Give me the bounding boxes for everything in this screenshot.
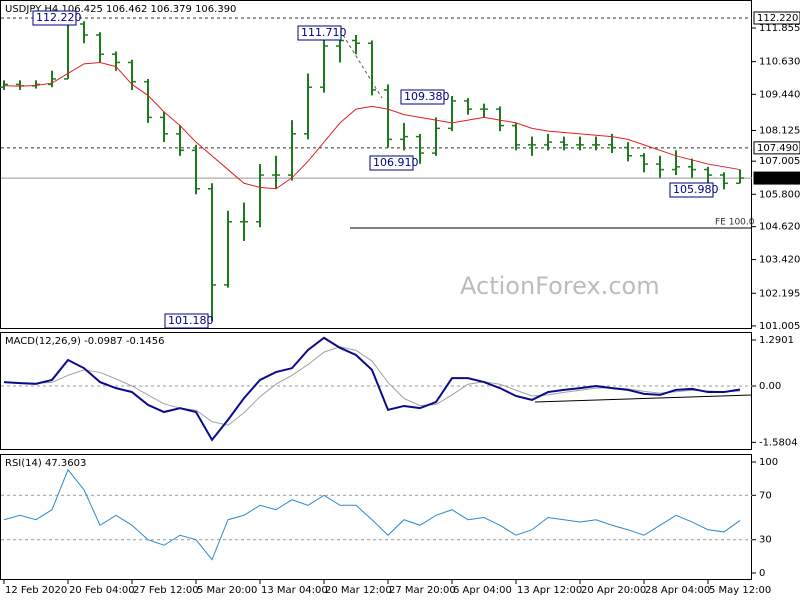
- x-tick-label: 20 Apr 20:00: [581, 585, 646, 596]
- y-tick-label: -1.5804: [759, 437, 798, 448]
- annotation-box: [400, 89, 445, 105]
- x-tick-label: 20 Feb 04:00: [69, 585, 135, 596]
- annotation-box: [369, 155, 414, 171]
- macd-frame: [0, 332, 752, 450]
- annotation: 109.380: [404, 90, 450, 103]
- y-tick-label: 102.195: [759, 288, 800, 299]
- trend-line: [339, 29, 383, 99]
- x-tick-label: 20 Mar 12:00: [325, 585, 392, 596]
- annotation: 105.980: [673, 183, 719, 196]
- y-tick-label: 70: [759, 490, 772, 501]
- rsi-frame: [0, 454, 752, 580]
- x-tick-label: 5 Mar 20:00: [197, 585, 257, 596]
- y-tick-label: 109.440: [759, 89, 800, 100]
- y-tick-label: 0: [759, 568, 765, 579]
- series-line: [3, 336, 741, 442]
- price-frame: [0, 0, 752, 329]
- watermark: ActionForex.com: [460, 272, 660, 300]
- x-tick-label: 12 Feb 2020: [5, 585, 67, 596]
- panel-title: MACD(12,26,9) -0.0987 -0.1456: [5, 336, 165, 347]
- series-line: [3, 468, 741, 561]
- x-tick-label: 28 Apr 04:00: [645, 585, 710, 596]
- y-tick-label: 100: [759, 457, 778, 468]
- y-tick-label: 1.2901: [759, 335, 794, 346]
- panel-title: USDJPY,H4 106.425 106.462 106.379 106.39…: [5, 4, 236, 15]
- x-tick-label: 6 Apr 04:00: [453, 585, 512, 596]
- annotation-box: [669, 182, 714, 198]
- level-label: 107.490: [757, 143, 798, 154]
- macd-trend-line: [534, 394, 753, 403]
- y-tick-label: 111.855: [759, 23, 800, 34]
- y-tick-label: 107.005: [759, 156, 800, 167]
- y-tick-label: 101.005: [759, 321, 800, 332]
- annotation: 106.910: [373, 156, 419, 169]
- annotation-box: [32, 10, 77, 26]
- x-tick-label: 13 Apr 12:00: [517, 585, 582, 596]
- y-tick-label: 103.420: [759, 255, 800, 266]
- moving-average: [3, 61, 741, 190]
- fe-label: FE 100.0: [715, 218, 755, 228]
- y-tick-label: 110.630: [759, 57, 800, 68]
- series-line: [3, 346, 741, 426]
- level-label-box: [753, 171, 800, 185]
- level-label-box: [753, 141, 800, 155]
- y-tick-label: 104.620: [759, 222, 800, 233]
- level-label-box: [753, 11, 800, 25]
- annotation-box: [297, 25, 342, 41]
- x-tick-label: 27 Mar 20:00: [389, 585, 456, 596]
- y-tick-label: 105.800: [759, 189, 800, 200]
- x-tick-label: 27 Feb 12:00: [133, 585, 199, 596]
- level-label: 106.390: [757, 173, 798, 184]
- level-label: 112.220: [757, 13, 798, 24]
- annotation-box: [164, 313, 209, 329]
- y-tick-label: 108.125: [759, 125, 800, 136]
- annotation: 112.220: [36, 11, 82, 24]
- x-tick-label: 13 Mar 04:00: [261, 585, 328, 596]
- y-tick-label: 0.00: [759, 381, 781, 392]
- panel-title: RSI(14) 47.3603: [5, 458, 86, 469]
- annotation: 101.180: [168, 314, 214, 327]
- x-tick-label: 5 May 12:00: [709, 585, 771, 596]
- y-tick-label: 30: [759, 535, 772, 546]
- annotation: 111.710: [301, 26, 347, 39]
